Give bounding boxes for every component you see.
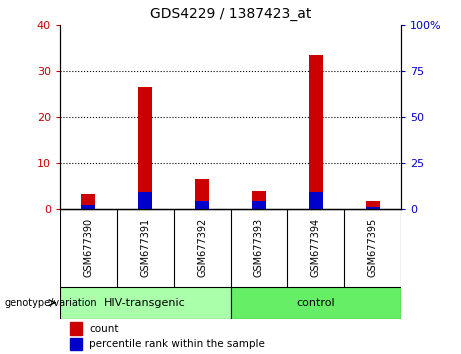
Text: genotype/variation: genotype/variation — [5, 298, 97, 308]
Bar — [81, 205, 95, 209]
Bar — [81, 194, 95, 209]
Text: HIV-transgenic: HIV-transgenic — [104, 298, 186, 308]
Bar — [60, 287, 230, 319]
Bar — [230, 287, 401, 319]
Bar — [70, 322, 82, 335]
Text: GSM677392: GSM677392 — [197, 218, 207, 278]
Text: GSM677393: GSM677393 — [254, 218, 264, 278]
Bar — [252, 201, 266, 209]
Bar — [70, 338, 82, 350]
Text: GSM677390: GSM677390 — [83, 218, 94, 278]
Text: GSM677395: GSM677395 — [367, 218, 378, 278]
Bar — [195, 201, 209, 209]
Bar — [252, 192, 266, 209]
Bar — [195, 179, 209, 209]
Bar — [309, 192, 323, 209]
Bar — [138, 87, 152, 209]
Bar — [309, 55, 323, 209]
Bar — [138, 192, 152, 209]
Text: percentile rank within the sample: percentile rank within the sample — [89, 339, 265, 349]
Text: control: control — [296, 298, 335, 308]
Text: count: count — [89, 324, 118, 333]
Text: GSM677394: GSM677394 — [311, 218, 321, 278]
Title: GDS4229 / 1387423_at: GDS4229 / 1387423_at — [150, 7, 311, 21]
Bar — [366, 207, 380, 209]
Text: GSM677391: GSM677391 — [140, 218, 150, 278]
Bar — [366, 201, 380, 209]
